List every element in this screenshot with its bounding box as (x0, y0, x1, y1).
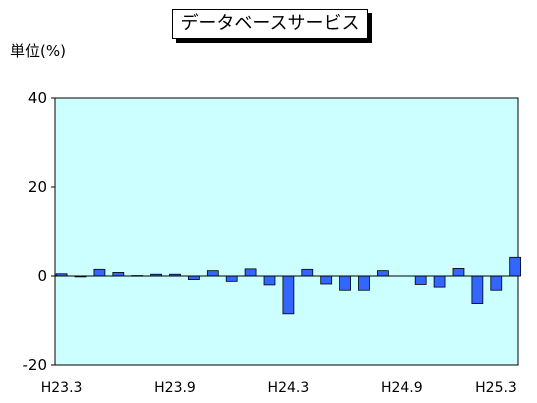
y-axis-unit-label: 単位(%) (10, 42, 66, 60)
chart-title-box: データベースサービス (172, 9, 372, 43)
bar-H24.5 (320, 275, 333, 285)
plot-area (54, 97, 519, 366)
chart-title: データベースサービス (172, 9, 368, 39)
x-tick-label: H24.9 (381, 380, 423, 396)
y-tick-label: 40 (28, 89, 47, 107)
bar-H23.10 (188, 275, 200, 280)
bar-H24.2 (263, 275, 276, 286)
bar-H24.4 (301, 268, 314, 277)
x-axis-ticks: H23.3 H23.9 H24.3 H24.9 H25.3 (41, 380, 517, 396)
bar-H24.8 (376, 270, 389, 277)
bar-H23.6 (112, 272, 125, 277)
x-tick-label: H24.3 (268, 380, 310, 396)
y-tick-label: 20 (28, 178, 47, 196)
bar-H23.12 (225, 275, 238, 282)
x-tick-label: H25.3 (475, 380, 517, 396)
y-axis-ticks: -20 0 20 40 (23, 89, 55, 374)
bar-H24.3 (282, 275, 295, 315)
bar-H25.3 (509, 256, 522, 277)
y-tick-label: -20 (23, 356, 48, 374)
bar-H24.6 (339, 275, 351, 291)
bar-H24.10 (414, 275, 427, 285)
bar-H24.1 (244, 268, 257, 277)
bar-H25.1 (471, 275, 484, 304)
bar-H24.12 (452, 268, 465, 277)
bar-H23.11 (206, 270, 219, 277)
bar-H23.5 (93, 268, 106, 277)
bar-H25.2 (490, 275, 503, 291)
y-tick-label: 0 (37, 267, 47, 285)
x-tick-label: H23.9 (154, 380, 196, 396)
x-tick-label: H23.3 (41, 380, 83, 396)
bar-H24.7 (358, 275, 370, 291)
bar-H24.11 (433, 275, 446, 288)
